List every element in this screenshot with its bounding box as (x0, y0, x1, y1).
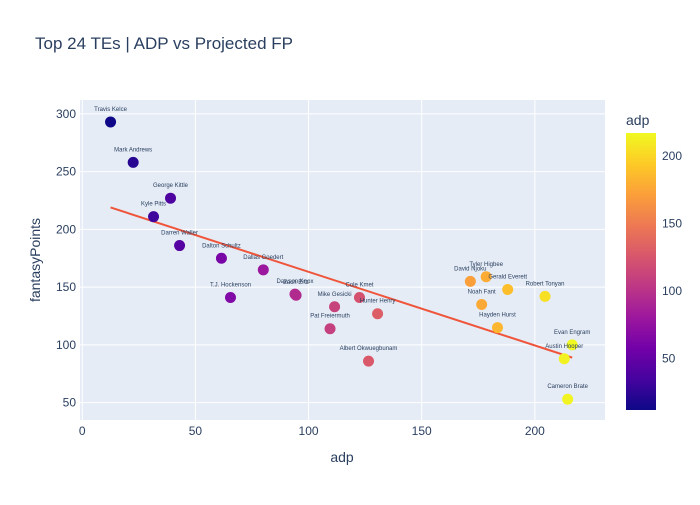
colorbar-tick-labels: 50 100 150 200 (662, 149, 682, 366)
x-tick-label: 50 (189, 424, 203, 438)
point-label: Cole Kmet (345, 283, 373, 289)
data-point[interactable] (492, 322, 504, 334)
data-point[interactable] (539, 290, 551, 302)
x-axis-label: adp (330, 449, 354, 465)
y-tick-labels: 50 100 150 200 250 300 (56, 107, 76, 410)
colorbar-tick-label: 150 (662, 217, 682, 231)
data-point[interactable] (558, 353, 570, 365)
data-point[interactable] (105, 116, 117, 128)
point-label: Pat Freiermuth (310, 314, 350, 320)
y-axis-label: fantasyPoints (27, 218, 43, 302)
point-label: Evan Engram (554, 330, 590, 336)
y-tick-label: 50 (63, 396, 77, 410)
y-tick-label: 100 (56, 338, 76, 352)
data-point[interactable] (566, 339, 578, 351)
colorbar-tick-label: 200 (662, 149, 682, 163)
y-tick-label: 250 (56, 165, 76, 179)
data-point[interactable] (353, 292, 365, 304)
data-point[interactable] (165, 192, 177, 204)
point-label: Tyler Higbee (469, 262, 503, 268)
x-tick-label: 200 (525, 424, 545, 438)
y-tick-label: 300 (56, 107, 76, 121)
point-label: Darren Waller (161, 231, 198, 237)
point-label: Mike Gesicki (318, 292, 352, 298)
data-point[interactable] (363, 355, 375, 367)
y-tick-label: 150 (56, 280, 76, 294)
data-point[interactable] (476, 298, 488, 310)
data-point[interactable] (502, 283, 514, 295)
point-label: Mark Andrews (114, 147, 152, 153)
point-label: Gerald Everett (488, 274, 527, 280)
colorbar-tick-label: 50 (662, 352, 676, 366)
chart-title: Top 24 TEs | ADP vs Projected FP (35, 34, 293, 53)
point-label: Kyle Pitts (141, 202, 166, 208)
point-label: Albert Okwuegbunam (340, 346, 398, 352)
x-tick-label: 100 (299, 424, 319, 438)
y-tick-label: 200 (56, 222, 76, 236)
plot-area (80, 100, 605, 420)
data-point[interactable] (290, 289, 302, 301)
colorbar-tick-label: 100 (662, 284, 682, 298)
colorbar-title: adp (626, 112, 650, 128)
data-point[interactable] (562, 393, 574, 405)
data-point[interactable] (329, 301, 341, 313)
point-label: Zach Ertz (283, 280, 309, 286)
grid (80, 100, 605, 420)
data-point[interactable] (257, 264, 269, 276)
point-label: Austin Hooper (545, 344, 583, 350)
data-point[interactable] (464, 275, 476, 287)
data-point[interactable] (174, 240, 186, 252)
point-label: Dalton Schultz (202, 243, 241, 249)
point-label: Dawson Knox (276, 279, 313, 285)
x-tick-label: 0 (79, 424, 86, 438)
data-point[interactable] (480, 271, 492, 283)
x-tick-label: 150 (412, 424, 432, 438)
data-point[interactable] (324, 323, 336, 335)
point-label: David Njoku (454, 266, 486, 272)
point-label: Dallas Goedert (243, 255, 283, 261)
point-label: Hayden Hurst (479, 313, 516, 319)
point-label: Robert Tonyan (526, 281, 565, 287)
colorbar (626, 133, 656, 410)
point-label: Hunter Henry (360, 299, 396, 305)
data-point[interactable] (224, 292, 236, 304)
point-label: Travis Kelce (94, 107, 127, 113)
point-label: George Kittle (153, 183, 189, 189)
data-point[interactable] (215, 252, 227, 264)
point-label: Noah Fant (468, 289, 496, 295)
data-point[interactable] (127, 156, 139, 168)
point-label: T.J. Hockenson (210, 283, 251, 289)
data-point[interactable] (372, 308, 384, 320)
point-labels-layer: Travis Kelce Mark Andrews George Kittle Kyl… (94, 107, 590, 390)
x-tick-labels: 0 50 100 150 200 (79, 424, 545, 438)
point-label: Cameron Brate (547, 384, 588, 390)
data-point[interactable] (148, 211, 160, 223)
points-layer (105, 116, 578, 405)
